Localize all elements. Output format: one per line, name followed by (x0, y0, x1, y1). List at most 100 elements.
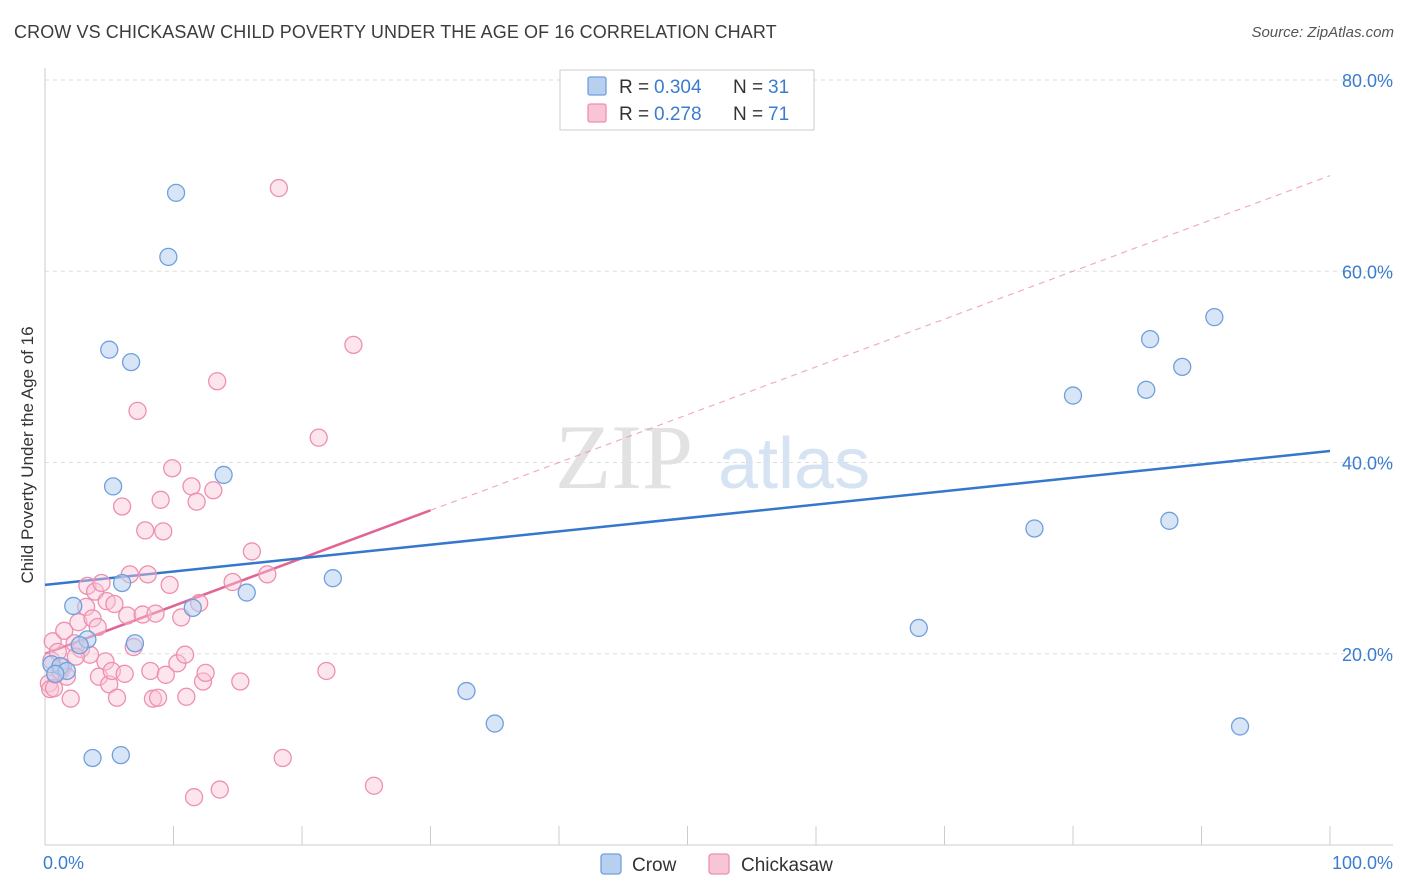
chickasaw-point (273, 748, 292, 768)
chickasaw-point (88, 617, 107, 637)
crow-point (125, 634, 145, 653)
data-points (39, 178, 1250, 807)
chickasaw-point (269, 178, 289, 198)
chickasaw-point (184, 788, 204, 807)
crow-point (111, 745, 130, 765)
gridlines (45, 79, 1393, 655)
chickasaw-trendline (44, 509, 431, 655)
chickasaw-point (83, 609, 102, 628)
crow-point (70, 635, 89, 655)
crow-point (1025, 519, 1044, 538)
legend-crow-swatch (600, 853, 622, 875)
y-tick-label: 20.0% (1342, 645, 1393, 665)
crow-n-value: 31 (768, 77, 789, 98)
crow-point (1173, 357, 1192, 377)
chickasaw-point (61, 689, 80, 708)
trendlines (44, 175, 1331, 655)
x-tick-label-max: 100.0% (1332, 853, 1393, 873)
crow-r-label: R = (619, 77, 649, 98)
crow-point (457, 681, 476, 701)
watermark-zip: ZIP (555, 406, 693, 508)
y-axis-label: Child Poverty Under the Age of 16 (18, 326, 37, 583)
chickasaw-point (118, 606, 137, 625)
chickasaw-point (136, 521, 155, 540)
crow-point (46, 664, 65, 683)
chickasaw-r-label: R = (619, 104, 649, 125)
crow-point (214, 465, 233, 485)
crow-point (1230, 717, 1250, 736)
chickasaw-point (187, 492, 206, 511)
chickasaw-point (364, 776, 384, 795)
chickasaw-point (138, 565, 157, 584)
chickasaw-point (182, 477, 201, 496)
chart-title: CROW VS CHICKASAW CHILD POVERTY UNDER TH… (14, 22, 777, 42)
crow-r-value: 0.304 (654, 77, 702, 98)
bottom-legend: Crow Chickasaw (600, 853, 833, 876)
chickasaw-point (133, 605, 152, 624)
chickasaw-point (69, 613, 88, 632)
x-tick-label-min: 0.0% (43, 853, 84, 873)
chickasaw-point (163, 459, 182, 478)
watermark: ZIP atlas (555, 406, 870, 508)
chickasaw-point (107, 688, 127, 707)
chickasaw-point (231, 672, 250, 691)
chickasaw-point (43, 632, 62, 651)
chickasaw-point (146, 604, 165, 623)
crow-point (1205, 307, 1224, 327)
chickasaw-point (258, 565, 277, 584)
crow-point (64, 596, 83, 616)
stats-legend-row-crow: R = 0.304 N = 31 (587, 76, 789, 98)
y-tick-label: 80.0% (1342, 71, 1393, 91)
y-tick-label: 40.0% (1342, 454, 1393, 474)
legend-crow-label: Crow (632, 855, 677, 876)
chickasaw-n-value: 71 (768, 104, 789, 125)
legend-item-chickasaw[interactable]: Chickasaw (708, 853, 833, 876)
chickasaw-point (156, 665, 175, 684)
tick-labels: 20.0% 40.0% 60.0% 80.0% 0.0% 100.0% (43, 71, 1393, 873)
crow-point (1137, 380, 1156, 399)
stats-legend: R = 0.304 N = 31 R = 0.278 N = 71 (559, 69, 815, 131)
legend-item-crow[interactable]: Crow (600, 853, 677, 876)
chickasaw-point (115, 664, 134, 683)
crow-point (1140, 329, 1160, 349)
crow-point (83, 748, 102, 768)
crow-point (237, 583, 256, 602)
crow-point (103, 477, 123, 496)
chickasaw-r-value: 0.278 (654, 104, 702, 125)
crow-point (485, 714, 504, 733)
chickasaw-point (196, 663, 215, 683)
chickasaw-n-label: N = (733, 104, 763, 125)
crow-point (1063, 386, 1083, 405)
chart-source: Source: ZipAtlas.com (1251, 24, 1394, 41)
chickasaw-point (344, 335, 363, 355)
chickasaw-point (160, 575, 179, 595)
crow-point (166, 183, 186, 202)
chickasaw-point (154, 522, 173, 541)
chickasaw-point (317, 661, 336, 681)
chickasaw-point (204, 481, 223, 500)
y-tick-label: 60.0% (1342, 262, 1393, 282)
chickasaw-point (148, 688, 168, 707)
chickasaw-trendline-extension (430, 175, 1331, 511)
crow-trendline (44, 449, 1331, 587)
crow-point (909, 618, 928, 638)
chickasaw-point (175, 645, 195, 664)
watermark-atlas: atlas (718, 424, 870, 504)
chickasaw-point (112, 497, 132, 516)
stats-legend-row-chickasaw: R = 0.278 N = 71 (587, 103, 789, 125)
crow-point (112, 573, 132, 593)
chickasaw-point (105, 594, 124, 614)
chickasaw-point (223, 572, 242, 592)
crow-point (183, 598, 202, 617)
crow-point (1160, 511, 1179, 530)
crow-n-label: N = (733, 77, 763, 98)
chickasaw-point (242, 542, 262, 561)
chickasaw-point (151, 490, 170, 509)
chickasaw-point (92, 573, 111, 593)
chickasaw-point (208, 372, 227, 391)
crow-point (159, 247, 178, 267)
legend-chickasaw-label: Chickasaw (741, 855, 833, 876)
crow-point (121, 352, 141, 372)
crow-point (323, 569, 342, 588)
chickasaw-point (128, 401, 147, 421)
